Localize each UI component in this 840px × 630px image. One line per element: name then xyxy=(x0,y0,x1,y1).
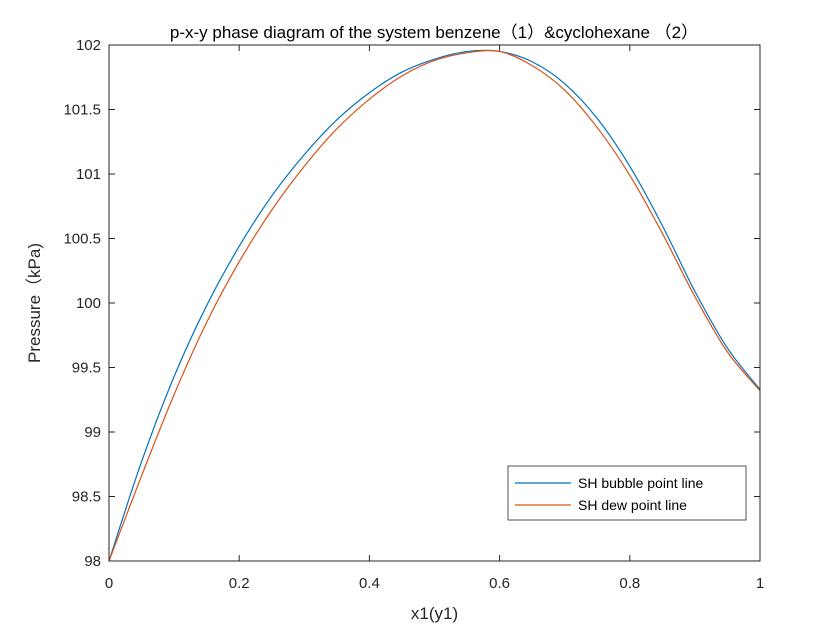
bubble-point-line xyxy=(108,49,761,562)
x-axis: 0 0.2 0.4 0.6 0.8 1 xyxy=(105,45,764,592)
dew-point-line xyxy=(108,49,761,562)
legend: SH bubble point line SH dew point line xyxy=(507,465,747,521)
y-axis: 98 98.5 99 99.5 100 100.5 101 101.5 102 xyxy=(63,37,760,570)
y-tick-label: 99.5 xyxy=(72,360,101,377)
y-tick-label: 100 xyxy=(76,295,101,312)
legend-box xyxy=(507,465,747,521)
chart-title: p-x-y phase diagram of the system benzen… xyxy=(170,23,698,42)
x-tick-label: 1 xyxy=(756,575,764,592)
x-axis-label: x1(y1) xyxy=(411,604,458,623)
y-tick-label: 101.5 xyxy=(63,102,101,119)
legend-entry: SH bubble point line xyxy=(578,475,704,491)
y-tick-label: 100.5 xyxy=(63,231,101,248)
x-tick-label: 0.4 xyxy=(359,575,380,592)
series-layer xyxy=(108,49,761,562)
x-tick-label: 0 xyxy=(105,575,113,592)
x-tick-label: 0.2 xyxy=(229,575,250,592)
legend-entry: SH dew point line xyxy=(578,497,687,513)
y-tick-label: 101 xyxy=(76,166,101,183)
x-tick-label: 0.6 xyxy=(489,575,510,592)
y-tick-label: 98 xyxy=(84,553,101,570)
x-tick-label: 0.8 xyxy=(619,575,640,592)
y-tick-label: 102 xyxy=(76,37,101,54)
y-axis-label: Pressure（kPa) xyxy=(25,243,44,363)
y-tick-label: 99 xyxy=(84,424,101,441)
y-tick-label: 98.5 xyxy=(72,489,101,506)
